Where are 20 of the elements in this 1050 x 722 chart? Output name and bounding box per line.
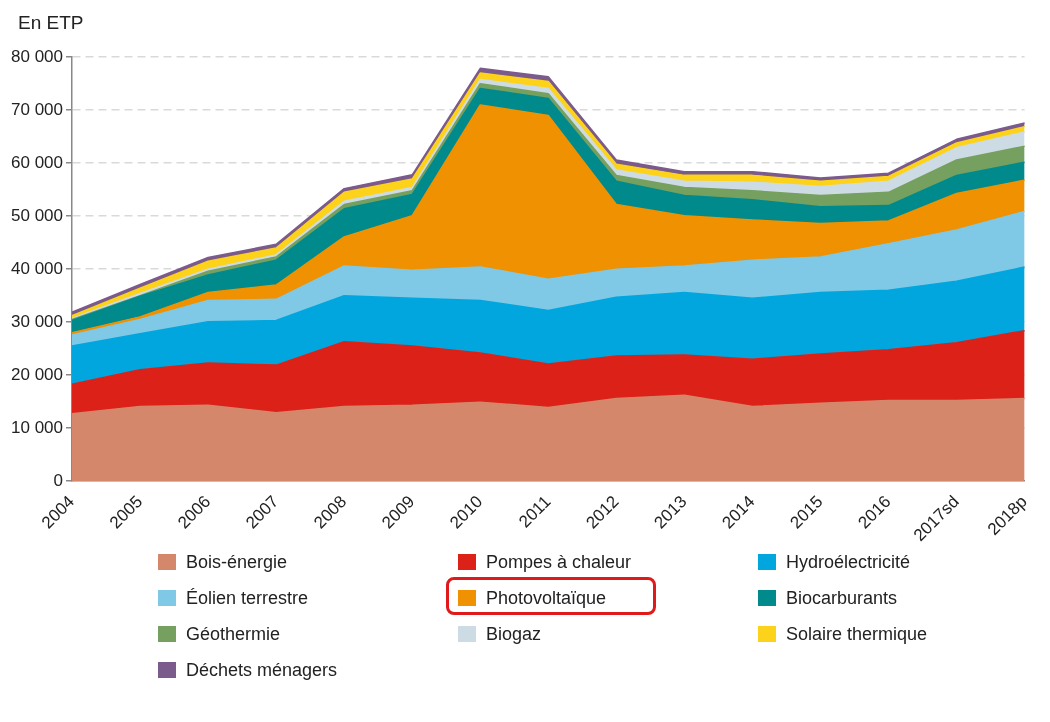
y-tick-label: 50 000 — [11, 205, 63, 225]
legend-label: Éolien terrestre — [186, 587, 309, 609]
y-tick-label: 30 000 — [11, 311, 63, 331]
y-tick-label: 10 000 — [11, 417, 63, 437]
legend-label: Photovoltaïque — [486, 587, 607, 609]
y-tick-label: 60 000 — [11, 152, 63, 172]
y-axis-title: En ETP — [17, 11, 85, 35]
y-tick-label: 70 000 — [11, 99, 63, 119]
legend-label: Bois-énergie — [186, 551, 288, 573]
legend-label: Géothermie — [186, 623, 281, 645]
legend-label: Solaire thermique — [786, 623, 928, 645]
legend-label: Biogaz — [486, 623, 542, 645]
legend-label: Pompes à chaleur — [486, 551, 632, 573]
y-tick-label: 0 — [53, 470, 63, 490]
legend-label: Hydroélectricité — [786, 551, 911, 573]
y-tick-label: 80 000 — [11, 46, 63, 66]
y-tick-label: 20 000 — [11, 364, 63, 384]
y-tick-label: 40 000 — [11, 258, 63, 278]
legend-label: Biocarburants — [786, 587, 898, 609]
legend-label: Déchets ménagers — [186, 659, 338, 681]
